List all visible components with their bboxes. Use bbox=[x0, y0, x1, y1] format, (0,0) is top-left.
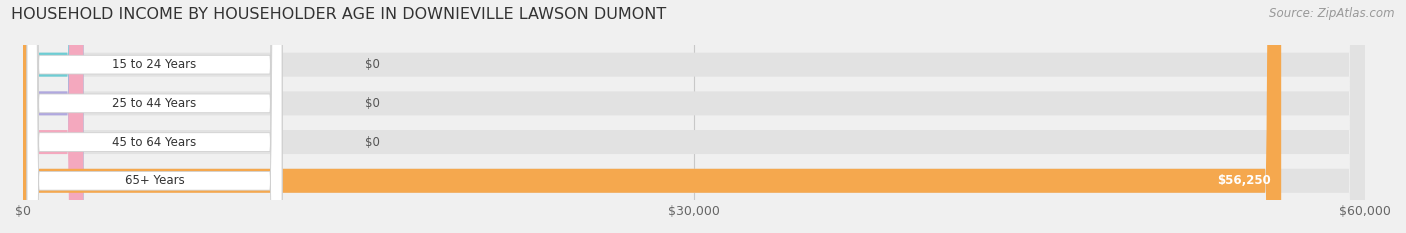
Text: 25 to 44 Years: 25 to 44 Years bbox=[112, 97, 197, 110]
Text: $0: $0 bbox=[366, 58, 380, 71]
Text: 15 to 24 Years: 15 to 24 Years bbox=[112, 58, 197, 71]
FancyBboxPatch shape bbox=[27, 0, 283, 233]
Text: Source: ZipAtlas.com: Source: ZipAtlas.com bbox=[1270, 7, 1395, 20]
FancyBboxPatch shape bbox=[22, 0, 83, 233]
FancyBboxPatch shape bbox=[22, 0, 83, 233]
Text: $0: $0 bbox=[366, 136, 380, 149]
Text: 45 to 64 Years: 45 to 64 Years bbox=[112, 136, 197, 149]
FancyBboxPatch shape bbox=[22, 0, 1365, 233]
Text: $56,250: $56,250 bbox=[1216, 174, 1271, 187]
FancyBboxPatch shape bbox=[22, 0, 1365, 233]
Text: $0: $0 bbox=[366, 97, 380, 110]
Text: HOUSEHOLD INCOME BY HOUSEHOLDER AGE IN DOWNIEVILLE LAWSON DUMONT: HOUSEHOLD INCOME BY HOUSEHOLDER AGE IN D… bbox=[11, 7, 666, 22]
FancyBboxPatch shape bbox=[22, 0, 1365, 233]
FancyBboxPatch shape bbox=[22, 0, 83, 233]
FancyBboxPatch shape bbox=[22, 0, 1281, 233]
Text: 65+ Years: 65+ Years bbox=[125, 174, 184, 187]
FancyBboxPatch shape bbox=[22, 0, 1365, 233]
FancyBboxPatch shape bbox=[27, 0, 283, 233]
FancyBboxPatch shape bbox=[27, 0, 283, 233]
FancyBboxPatch shape bbox=[27, 0, 283, 233]
